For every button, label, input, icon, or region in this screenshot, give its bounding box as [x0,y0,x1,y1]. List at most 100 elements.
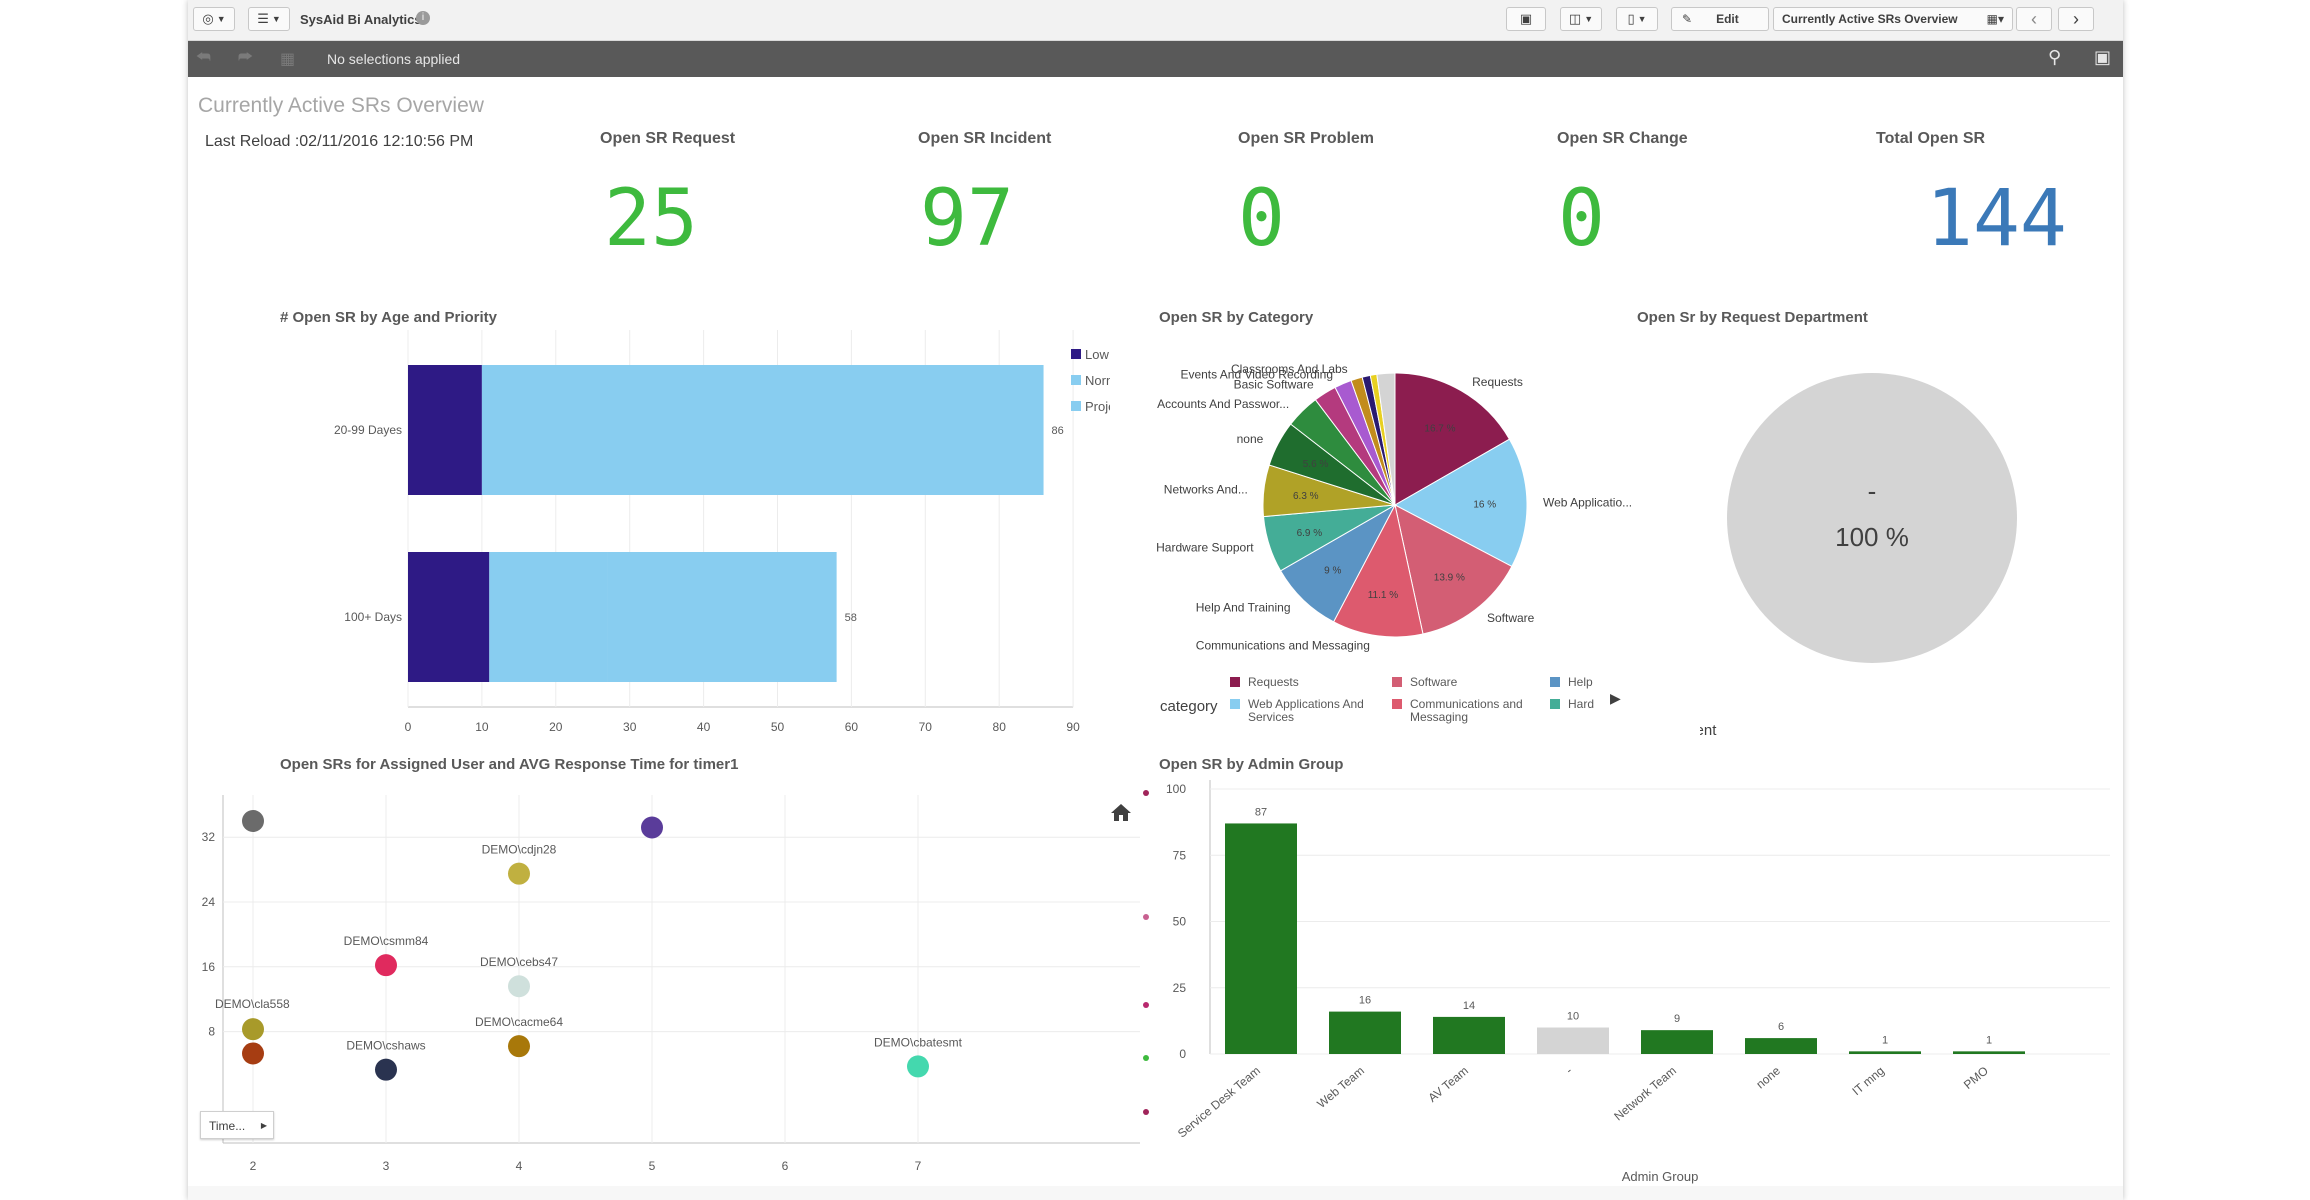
info-icon[interactable]: i [416,11,430,25]
kpi-label-incident: Open SR Incident [918,130,1052,147]
scatter-chart-title: Open SRs for Assigned User and AVG Respo… [280,756,739,773]
bookmark-button[interactable]: ▯ ▼ [1616,7,1658,31]
kpi-label-change: Open SR Change [1557,130,1688,147]
scatter-point-label: DEMO\csmm84 [344,934,429,948]
clear-selections-icon[interactable]: ▦ [280,51,296,68]
selection-forward-icon[interactable]: ⮫ [238,49,253,66]
scatter-chart[interactable]: 2 3 4 5 6 7 8 16 24 32 DEMO\cdjn28 DEMO\csmm84 DEMO\… [195,775,1165,1185]
selection-tool-icon[interactable]: ▣ [2094,47,2112,67]
slice-label: Basic Software [1234,378,1314,392]
x-tick-label: none [1753,1063,1783,1091]
kpi-label-request: Open SR Request [600,130,736,147]
x-tick-label: 20 [549,720,563,734]
slice-pct-label: 5.6 % [1303,459,1329,470]
scatter-point[interactable] [508,1035,530,1058]
admin-group-bar[interactable] [1433,1016,1505,1054]
edit-button[interactable]: ✎ Edit [1671,7,1769,31]
department-pie-chart[interactable]: - 100 % ◀ Request Department [1700,360,2040,760]
x-tick-label: 10 [475,720,489,734]
sheet-selector[interactable]: Currently Active SRs Overview ▦▾ [1773,7,2013,31]
legend-normal-label: Normal [1085,373,1110,388]
navigator-marker [1143,790,1149,796]
chevron-right-icon: › [2073,8,2079,29]
scatter-point[interactable] [375,1058,397,1081]
slice-label: none [1237,432,1264,446]
department-pie-slice[interactable] [1727,373,2017,663]
y-tick-label: 0 [1179,1047,1186,1061]
admin-group-bar[interactable] [1329,1011,1401,1054]
scatter-point[interactable] [375,954,397,977]
category-chart-title: Open SR by Category [1159,309,1314,326]
x-tick-label: 90 [1066,720,1080,734]
admin-group-bar[interactable] [1641,1030,1713,1054]
slice-pct-label: 16.7 % [1424,423,1455,434]
scatter-point[interactable] [242,810,264,832]
scatter-point[interactable] [508,862,530,885]
navigator-marker [1143,1055,1149,1061]
sheets-grid-icon: ▦▾ [1986,12,2004,26]
scatter-point[interactable] [242,1018,264,1041]
time-range-label: Time... [209,1119,246,1133]
pie-slice[interactable] [1393,438,1528,568]
camera-icon: ▣ [1519,11,1533,26]
admin-group-bar[interactable] [1537,1027,1609,1055]
legend-swatch [1230,699,1240,709]
legend-next-arrow[interactable]: ▶ [1610,690,1621,706]
legend-label: Software [1410,675,1458,689]
department-slice-pct: 100 % [1835,522,1909,552]
pie-slice[interactable] [1332,503,1424,638]
kpi-value-total[interactable]: 144 [1926,174,2067,264]
scatter-point[interactable] [242,1042,264,1065]
story-button[interactable]: ◫ ▼ [1560,7,1602,31]
pie-slice[interactable] [1394,504,1513,635]
home-icon[interactable] [1111,804,1131,821]
scatter-point[interactable] [508,975,530,998]
search-icon[interactable]: ⚲ [2048,47,2062,67]
chevron-down-icon: ▼ [1584,14,1594,24]
y-tick-label: 50 [1173,915,1187,929]
slice-label: Requests [1472,375,1523,389]
x-tick-label: - [1563,1064,1575,1077]
bar-normal[interactable] [481,365,1044,495]
x-tick-label: IT mng [1849,1064,1886,1099]
kpi-value-request[interactable]: 25 [604,174,698,264]
scatter-point[interactable] [641,816,663,839]
bar-value-label: 1 [1882,1034,1888,1046]
bar-value-label: 16 [1359,995,1371,1007]
category-pie-chart[interactable]: category ▶ 16.7 % Requests 16 % Web Applica… [1150,325,1650,755]
bar-normal[interactable] [489,552,608,682]
legend-label: Hard [1568,697,1594,711]
admin-group-bar[interactable] [1225,823,1297,1054]
x-tick-label: 3 [383,1159,390,1173]
x-tick-label: 5 [649,1159,656,1173]
age-priority-chart[interactable]: Low Normal Project 0 10 20 30 40 50 60 70 80 90 20… [280,330,1110,750]
admin-group-bar[interactable] [1849,1051,1921,1054]
bar-project[interactable] [607,552,837,682]
pie-slice[interactable] [1376,372,1396,506]
app-title: SysAid Bi Analytics [300,12,422,27]
bar-low[interactable] [408,552,490,682]
kpi-value-problem[interactable]: 0 [1238,174,1285,264]
previous-sheet-button[interactable]: ‹ [2016,7,2052,31]
slice-pct-label: 6.9 % [1297,528,1323,539]
kpi-value-change[interactable]: 0 [1558,174,1605,264]
admin-group-bar[interactable] [1953,1051,2025,1054]
x-tick-label: 50 [771,720,785,734]
selection-back-icon[interactable]: ⮪ [196,49,211,66]
global-menu-button[interactable]: ☰ ▼ [248,7,290,31]
time-range-selector[interactable]: Time... ▶ [200,1111,274,1139]
admin-group-bar-chart[interactable]: Admin Group 0 25 50 75 100 87 Service Desk Tea… [1150,775,2120,1195]
scatter-point[interactable] [907,1055,929,1078]
admin-group-bar[interactable] [1745,1038,1817,1054]
next-sheet-button[interactable]: › [2058,7,2094,31]
navigation-menu-button[interactable]: ◎ ▼ [193,7,235,31]
bar-low[interactable] [408,365,482,495]
y-tick-label: 24 [202,895,216,909]
pie-slice[interactable] [1394,372,1511,506]
legend-swatch [1392,677,1402,687]
pencil-icon: ✎ [1682,12,1693,26]
kpi-value-incident[interactable]: 97 [920,174,1014,264]
legend-low-label: Low [1085,347,1109,362]
bar-value-label: 6 [1778,1021,1784,1033]
snapshot-button[interactable]: ▣ [1506,7,1546,31]
